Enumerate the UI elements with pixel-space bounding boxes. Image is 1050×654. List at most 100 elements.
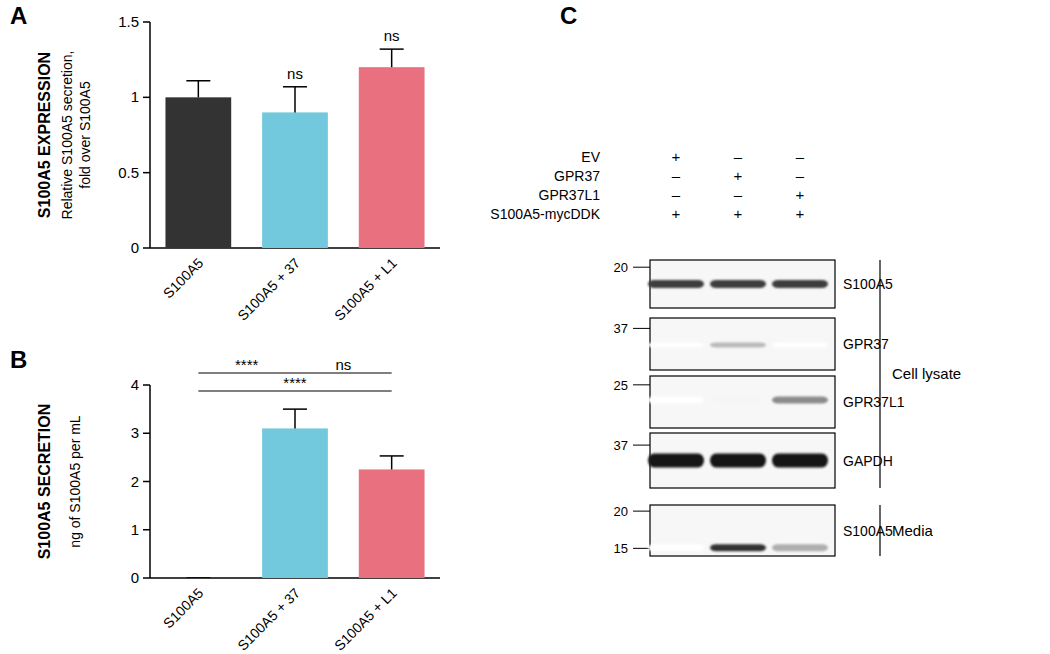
error-stem <box>391 456 393 470</box>
blot-panel: 25 GPR37L1 <box>614 376 905 428</box>
error-cap <box>283 408 307 410</box>
condition-label: EV <box>581 149 600 165</box>
blot-panel: 37GPR37 <box>614 318 890 370</box>
lane-sign: + <box>796 186 805 203</box>
x-tick-label: S100A5 <box>160 255 207 302</box>
significance: **** <box>235 356 259 373</box>
band <box>710 454 766 468</box>
blot-panel: 20 S100A5 <box>614 260 894 308</box>
lane-sign: + <box>672 148 681 165</box>
band <box>772 343 828 348</box>
error-bar <box>186 578 210 579</box>
bar <box>359 67 425 248</box>
y-tick <box>143 433 150 435</box>
error-cap <box>186 80 210 82</box>
y-tick <box>143 577 150 579</box>
condition-label: S100A5-mycDDK <box>490 206 600 222</box>
figure: AS100A5 EXPRESSIONRelative S100A5 secret… <box>0 0 1050 654</box>
lane-sign: – <box>796 148 805 165</box>
error-bar <box>186 81 210 98</box>
bar <box>359 469 425 578</box>
x-tick-label: S100A5 <box>160 585 207 632</box>
band <box>648 454 704 468</box>
panel-letter: A <box>10 2 27 29</box>
x-tick-label: S100A5 + L1 <box>331 585 400 654</box>
band <box>710 280 766 288</box>
y-tick-label: 2 <box>131 473 139 490</box>
band <box>772 280 828 288</box>
band <box>648 544 704 551</box>
error-stem <box>294 87 296 113</box>
y-tick-label: 4 <box>131 376 139 393</box>
lane-sign: – <box>734 148 743 165</box>
protein-label: S100A5 <box>843 276 893 292</box>
y-tick <box>143 21 150 23</box>
y-tick <box>143 384 150 386</box>
marker-tick <box>633 384 650 385</box>
group-label: Media <box>892 522 934 539</box>
error-cap <box>283 86 307 88</box>
protein-label: GAPDH <box>843 453 893 469</box>
lane-sign: + <box>734 167 743 184</box>
y-tick <box>143 481 150 483</box>
error-stem <box>294 409 296 428</box>
marker-tick <box>633 548 650 549</box>
band <box>710 396 766 403</box>
axis-label: fold over S100A5 <box>77 81 93 189</box>
error-bar <box>380 49 404 67</box>
significance: **** <box>283 374 307 391</box>
lane-sign: + <box>796 205 805 222</box>
lane-sign: – <box>672 186 681 203</box>
error-bar <box>283 409 307 428</box>
bar <box>165 578 231 579</box>
error-stem <box>391 49 393 67</box>
y-tick-label: 1 <box>131 521 139 538</box>
y-tick-label: 3 <box>131 424 139 441</box>
band <box>648 343 704 348</box>
lane-sign: + <box>734 205 743 222</box>
significance: ns <box>384 27 400 44</box>
x-tick-label: S100A5 + 37 <box>234 255 303 324</box>
marker-label: 37 <box>614 321 628 336</box>
panel-letter: C <box>560 2 577 29</box>
error-cap <box>380 48 404 50</box>
marker-tick <box>633 267 650 268</box>
bars <box>165 49 424 248</box>
significance: ns <box>335 356 351 373</box>
error-bar <box>283 87 307 113</box>
y-tick-label: 1 <box>131 88 139 105</box>
bar-chart: AS100A5 EXPRESSIONRelative S100A5 secret… <box>10 2 440 324</box>
error-cap <box>380 455 404 457</box>
band <box>710 544 766 551</box>
band <box>648 280 704 288</box>
axis-label: ng of S100A5 per mL <box>67 415 83 548</box>
group-label: Cell lysate <box>892 365 961 382</box>
lane-sign: – <box>672 167 681 184</box>
bar <box>165 97 231 248</box>
condition-label: GPR37L1 <box>539 187 601 203</box>
marker-label: 25 <box>614 378 628 393</box>
group-bracket <box>879 260 880 488</box>
y-tick <box>143 247 150 249</box>
bar <box>262 112 328 248</box>
marker-label: 20 <box>614 260 628 275</box>
bar-chart: BS100A5 SECRETIONng of S100A5 per mL0123… <box>10 346 440 654</box>
western-blot: CEV+––GPR37–+–GPR37L1––+S100A5-mycDDK+++… <box>490 2 961 556</box>
band <box>648 396 704 403</box>
protein-label: GPR37L1 <box>843 394 905 410</box>
significance: ns <box>287 65 303 82</box>
marker-label: 15 <box>614 541 628 556</box>
y-tick-label: 0.5 <box>118 164 139 181</box>
marker-label: 20 <box>614 504 628 519</box>
marker-tick <box>633 328 650 329</box>
band <box>772 544 828 551</box>
blot-panel: 37GAPDH <box>614 433 893 488</box>
group-bracket <box>879 505 880 556</box>
lane-sign: – <box>734 186 743 203</box>
bar <box>262 428 328 578</box>
y-axis <box>149 22 151 248</box>
y-tick-label: 0 <box>131 569 139 586</box>
marker-tick <box>633 511 650 512</box>
band <box>710 343 766 348</box>
lane-sign: + <box>672 205 681 222</box>
